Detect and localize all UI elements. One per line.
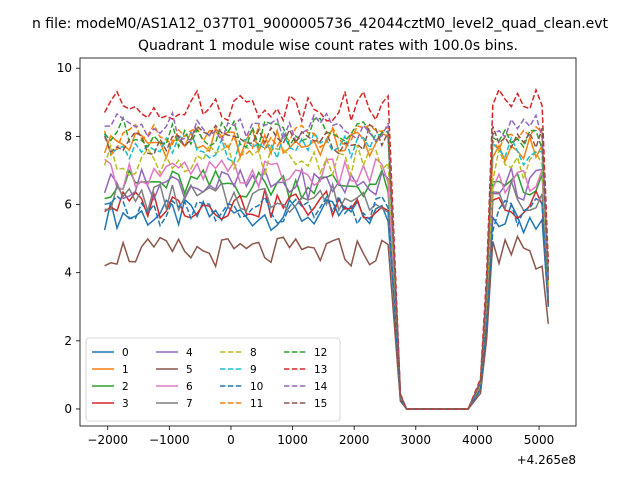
legend-label-5: 5 — [186, 364, 193, 376]
chart-suptitle: n file: modeM0/AS1A12_037T01_9000005736_… — [32, 16, 609, 32]
series-line-10 — [104, 194, 550, 410]
legend-label-0: 0 — [122, 347, 129, 359]
legend-label-3: 3 — [122, 398, 129, 410]
x-offset-label: +4.265e8 — [517, 453, 576, 467]
legend-label-11: 11 — [250, 398, 263, 410]
legend-label-1: 1 — [122, 364, 129, 376]
series-layer — [103, 87, 550, 410]
series-line-15 — [103, 123, 550, 410]
axes-layer: −2000 −1000 0 1000 2000 3000 4000 50000246810+4… — [57, 57, 577, 467]
y-tick-label: 6 — [64, 198, 72, 212]
plot-frame — [79, 57, 577, 427]
series-line-11 — [103, 122, 550, 410]
legend-label-12: 12 — [314, 347, 327, 359]
x-tick-label: 2000 — [339, 433, 370, 447]
series-line-5 — [104, 234, 550, 410]
legend-label-10: 10 — [250, 381, 263, 393]
legend-label-14: 14 — [314, 381, 328, 393]
y-tick-label: 8 — [64, 129, 72, 143]
y-tick-label: 0 — [64, 402, 72, 416]
x-tick-label: −2000 — [87, 433, 128, 447]
y-tick-label: 4 — [64, 266, 72, 280]
legend-label-6: 6 — [186, 381, 193, 393]
x-tick-label: −1000 — [149, 433, 190, 447]
x-tick-label: 4000 — [462, 433, 493, 447]
y-tick-label: 10 — [57, 61, 72, 75]
chart-title: Quadrant 1 module wise count rates with … — [138, 38, 518, 54]
legend-label-2: 2 — [122, 381, 129, 393]
x-tick-label: 0 — [227, 433, 235, 447]
x-tick-label: 1000 — [277, 433, 308, 447]
series-line-13 — [103, 87, 550, 410]
x-tick-label: 3000 — [401, 433, 432, 447]
legend-box — [85, 337, 341, 422]
legend-label-15: 15 — [314, 398, 327, 410]
legend-label-13: 13 — [314, 364, 327, 376]
legend-label-4: 4 — [186, 347, 193, 359]
y-tick-label: 2 — [64, 334, 72, 348]
legend-label-7: 7 — [186, 398, 193, 410]
x-tick-label: 5000 — [524, 433, 555, 447]
legend-label-8: 8 — [250, 347, 257, 359]
legend-label-9: 9 — [250, 364, 257, 376]
